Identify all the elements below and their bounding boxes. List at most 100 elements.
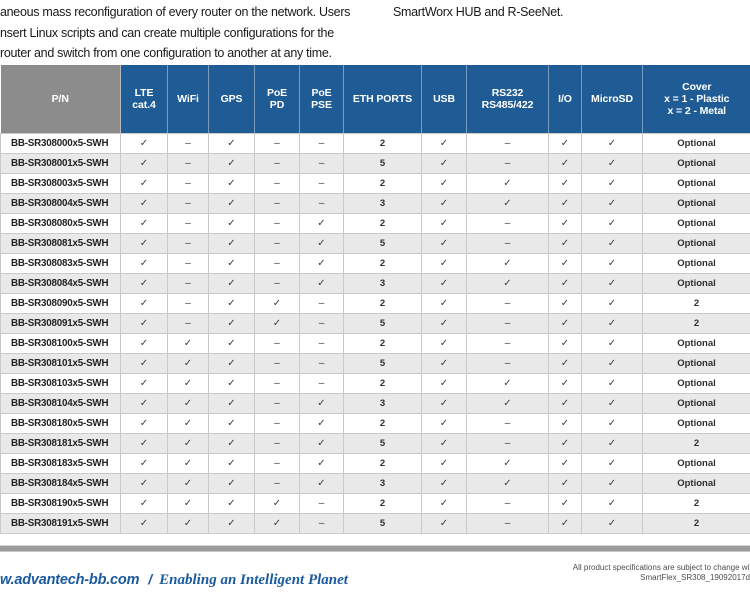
spec-cell: – [167, 253, 209, 274]
part-number-cell: BB-SR308080x5-SWH [0, 213, 121, 234]
column-header-gps: GPS [208, 65, 255, 134]
spec-cell: ✓ [548, 313, 582, 334]
spec-cell: ✓ [167, 513, 209, 534]
website-link[interactable]: w.advantech-bb.com [0, 572, 140, 588]
spec-cell: ✓ [466, 473, 549, 494]
spec-cell: ✓ [208, 413, 255, 434]
table-row: BB-SR308100x5-SWH ✓ ✓ ✓ – –2 ✓ – ✓ ✓ Optional [0, 333, 750, 354]
spec-cell: – [254, 193, 300, 214]
spec-cell: ✓ [581, 333, 643, 354]
spec-cell: – [167, 233, 209, 254]
spec-cell: Optional [642, 213, 750, 234]
spec-cell: 2 [642, 293, 750, 314]
spec-cell: – [299, 153, 344, 174]
spec-cell: – [466, 353, 549, 374]
part-number-cell: BB-SR308091x5-SWH [0, 313, 121, 334]
intro-line: nsert Linux scripts and can create multi… [0, 25, 334, 40]
spec-cell: ✓ [167, 473, 209, 494]
spec-cell: ✓ [548, 393, 582, 414]
spec-cell: 3 [343, 273, 422, 294]
column-header-poe-pse: PoE PSE [299, 65, 344, 134]
spec-cell: ✓ [299, 393, 344, 414]
spec-cell: – [254, 153, 300, 174]
spec-cell: 2 [343, 373, 422, 394]
table-row: BB-SR308101x5-SWH ✓ ✓ ✓ – –5 ✓ – ✓ ✓ Optional [0, 353, 750, 374]
spec-cell: ✓ [421, 433, 467, 454]
column-header-i-o: I/O [548, 65, 582, 134]
column-header-lte-cat-4: LTE cat.4 [120, 65, 168, 134]
spec-cell: ✓ [421, 273, 467, 294]
spec-cell: ✓ [208, 473, 255, 494]
spec-cell: ✓ [581, 513, 643, 534]
spec-cell: ✓ [120, 373, 168, 394]
spec-cell: 2 [343, 213, 422, 234]
spec-cell: Optional [642, 473, 750, 494]
spec-cell: ✓ [120, 413, 168, 434]
spec-cell: ✓ [120, 273, 168, 294]
spec-cell: 5 [343, 153, 422, 174]
spec-cell: – [254, 133, 300, 154]
spec-cell: – [466, 233, 549, 254]
spec-cell: ✓ [254, 313, 300, 334]
spec-cell: ✓ [421, 153, 467, 174]
spec-cell: 5 [343, 513, 422, 534]
table-row: BB-SR308004x5-SWH ✓ – ✓ – –3 ✓ ✓ ✓ ✓ Optional [0, 193, 750, 214]
spec-cell: – [254, 173, 300, 194]
spec-cell: ✓ [548, 133, 582, 154]
spec-cell: ✓ [299, 473, 344, 494]
spec-cell: 2 [642, 493, 750, 514]
divider-rule [0, 545, 750, 552]
spec-cell: ✓ [120, 473, 168, 494]
spec-cell: – [299, 513, 344, 534]
spec-cell: 2 [343, 293, 422, 314]
spec-cell: – [466, 413, 549, 434]
table-row: BB-SR308104x5-SWH ✓ ✓ ✓ – ✓ 3 ✓ ✓ ✓ ✓ Optional [0, 393, 750, 414]
spec-cell: Optional [642, 393, 750, 414]
intro-paragraph-left: aneous mass reconfiguration of every rou… [0, 2, 350, 64]
spec-cell: ✓ [208, 493, 255, 514]
column-header-usb: USB [421, 65, 467, 134]
spec-cell: ✓ [299, 433, 344, 454]
spec-cell: ✓ [548, 353, 582, 374]
spec-cell: ✓ [581, 493, 643, 514]
spec-cell: ✓ [120, 193, 168, 214]
spec-cell: – [254, 253, 300, 274]
spec-cell: 3 [343, 393, 422, 414]
spec-cell: – [299, 493, 344, 514]
note-line-1: All product specifications are subject t… [572, 563, 750, 572]
spec-cell: ✓ [581, 233, 643, 254]
spec-cell: ✓ [548, 333, 582, 354]
intro-paragraph-right: SmartWorx HUB and R-SeeNet. [393, 2, 564, 23]
spec-cell: ✓ [208, 253, 255, 274]
spec-cell: ✓ [120, 153, 168, 174]
spec-cell: ✓ [167, 413, 209, 434]
part-number-cell: BB-SR308180x5-SWH [0, 413, 121, 434]
spec-cell: 3 [343, 473, 422, 494]
spec-cell: ✓ [548, 473, 582, 494]
spec-cell: ✓ [208, 133, 255, 154]
spec-cell: ✓ [466, 193, 549, 214]
spec-cell: ✓ [581, 213, 643, 234]
spec-cell: ✓ [167, 453, 209, 474]
spec-cell: ✓ [167, 333, 209, 354]
spec-cell: ✓ [581, 253, 643, 274]
spec-cell: ✓ [581, 393, 643, 414]
spec-cell: Optional [642, 193, 750, 214]
spec-cell: ✓ [120, 433, 168, 454]
spec-cell: 2 [343, 173, 422, 194]
spec-cell: ✓ [254, 493, 300, 514]
spec-cell: ✓ [167, 373, 209, 394]
part-number-cell: BB-SR308000x5-SWH [0, 133, 121, 154]
spec-cell: – [254, 353, 300, 374]
spec-cell: ✓ [208, 353, 255, 374]
column-header-microsd: MicroSD [581, 65, 643, 134]
spec-cell: ✓ [120, 133, 168, 154]
spec-cell: ✓ [120, 313, 168, 334]
spec-cell: ✓ [548, 253, 582, 274]
spec-cell: ✓ [466, 393, 549, 414]
spec-cell: ✓ [120, 493, 168, 514]
spec-cell: ✓ [581, 173, 643, 194]
part-number-cell: BB-SR308104x5-SWH [0, 393, 121, 414]
spec-cell: ✓ [581, 153, 643, 174]
spec-cell: ✓ [299, 273, 344, 294]
